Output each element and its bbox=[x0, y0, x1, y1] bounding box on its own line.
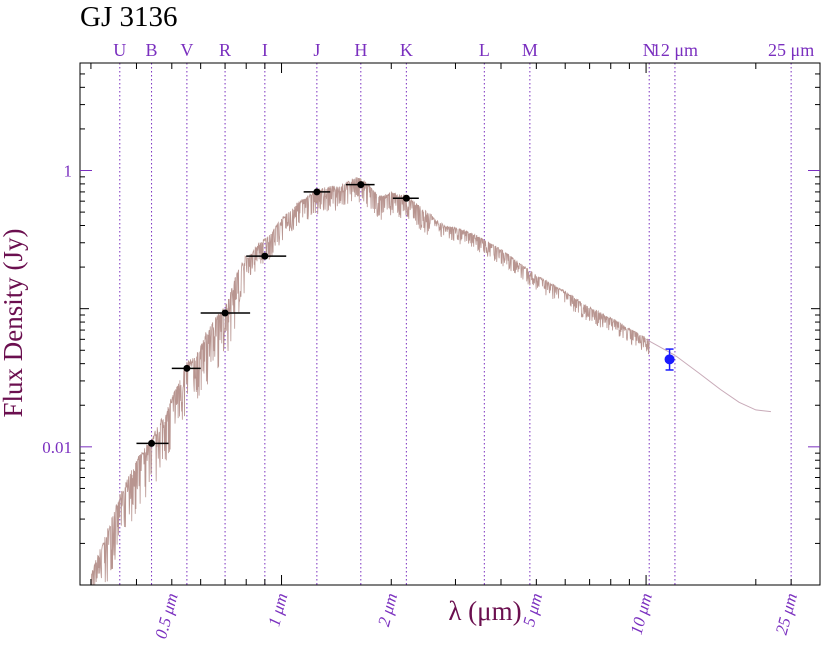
band-label: K bbox=[400, 40, 413, 60]
x-tick-label: 1 μm bbox=[264, 591, 291, 628]
x-axis-label: λ (μm) bbox=[448, 596, 521, 626]
band-label: N bbox=[643, 40, 656, 60]
data-point bbox=[261, 252, 269, 260]
data-point bbox=[402, 194, 410, 202]
axis-ticks: 1 0.01 0.5 μm 1 μm 2 μm 5 μm 10 μm 25 μm bbox=[42, 62, 821, 641]
band-label: M bbox=[522, 40, 538, 60]
data-point bbox=[221, 309, 229, 317]
plot-frame bbox=[79, 62, 821, 586]
x-tick-label: 10 μm bbox=[627, 591, 656, 637]
data-points bbox=[136, 181, 675, 447]
band-label: 12 μm bbox=[652, 40, 698, 60]
data-point bbox=[148, 439, 156, 447]
chart-title: GJ 3136 bbox=[80, 1, 177, 33]
band-label: R bbox=[219, 40, 231, 60]
band-lines: U B V R I J H K L M N12 μm 25 μm bbox=[113, 40, 814, 585]
x-tick-label: 25 μm bbox=[772, 591, 801, 637]
data-point bbox=[313, 188, 321, 196]
band-label: V bbox=[180, 40, 193, 60]
x-tick-label: 0.5 μm bbox=[151, 591, 181, 641]
spectrum-tail bbox=[645, 338, 771, 413]
data-point bbox=[357, 181, 365, 189]
band-label: I bbox=[262, 40, 268, 60]
y-tick-label: 0.01 bbox=[42, 438, 72, 457]
data-point bbox=[183, 364, 191, 372]
model-spectrum bbox=[90, 177, 771, 586]
spectrum-line bbox=[90, 177, 650, 586]
band-label: B bbox=[146, 40, 158, 60]
band-label: H bbox=[354, 40, 367, 60]
x-tick-label: 2 μm bbox=[374, 591, 401, 628]
x-tick-label: 5 μm bbox=[519, 591, 546, 628]
band-label: J bbox=[313, 40, 320, 60]
band-label: 25 μm bbox=[768, 40, 814, 60]
y-tick-label: 1 bbox=[64, 162, 73, 181]
band-label: L bbox=[479, 40, 490, 60]
band-label: U bbox=[113, 40, 126, 60]
blue-data-point bbox=[664, 354, 675, 365]
y-axis-label: Flux Density (Jy) bbox=[0, 229, 28, 418]
